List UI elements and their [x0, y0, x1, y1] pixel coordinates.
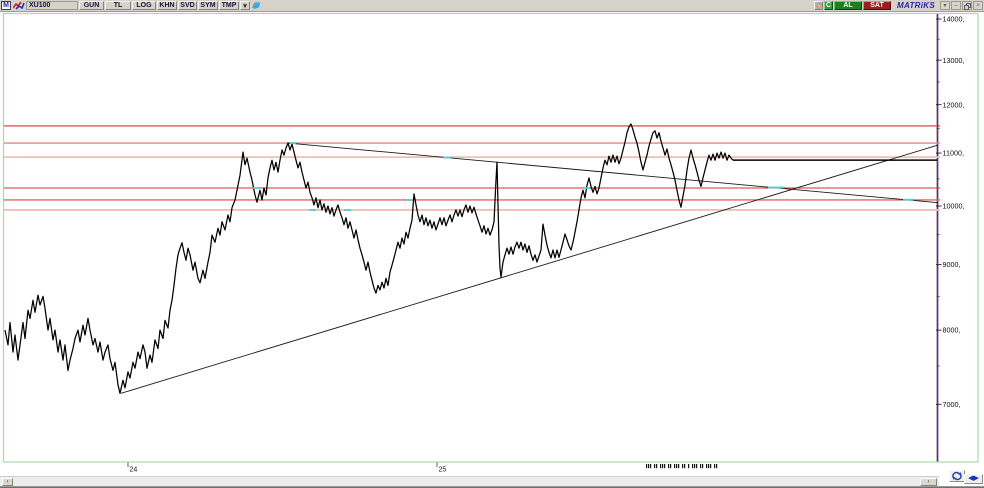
- horizontal-scrollbar[interactable]: ‹ ›: [0, 476, 939, 487]
- scroll-right-button[interactable]: ›: [920, 478, 937, 486]
- toolbar: M XU100 GUN TL LOG KHN SVD SYM TMP ▾ C A…: [0, 0, 984, 12]
- restore-button[interactable]: [962, 1, 972, 10]
- twitter-icon[interactable]: [251, 1, 263, 10]
- scroll-left-button[interactable]: ‹: [2, 478, 13, 486]
- y-tick-label: 8000,: [943, 326, 961, 335]
- close-icon: ×: [976, 2, 980, 9]
- plot-border: [2, 12, 979, 463]
- toolbar-button-gun[interactable]: GUN: [79, 1, 104, 10]
- sell-button[interactable]: SAT: [863, 1, 891, 10]
- chevron-down-icon: ▾: [243, 2, 247, 10]
- chevron-down-icon: ▾: [943, 3, 947, 9]
- y-axis: 14000, 13000, 12000, 11000, 10000, 9000, 8000,…: [936, 13, 964, 462]
- y-tick-label: 7000,: [943, 400, 961, 409]
- restore-icon: [964, 2, 971, 10]
- toolbar-button-tl[interactable]: TL: [105, 1, 131, 10]
- brand-logo: MATRiKS: [897, 1, 935, 10]
- matriks-chart-icon: [12, 1, 25, 10]
- y-tick-label: 11000,: [943, 149, 964, 158]
- price-series-line: [4, 123, 734, 394]
- horizontal-lines: [4, 125, 940, 211]
- window-menu-button[interactable]: ▾: [940, 1, 950, 10]
- lightning-button[interactable]: [814, 1, 823, 10]
- prev-next-icons: ◀▶: [968, 475, 979, 482]
- y-tick-label: 9000,: [943, 260, 961, 269]
- y-tick-label: 13000,: [943, 56, 965, 65]
- scroll-right-icon: ›: [927, 479, 930, 485]
- symbol-field[interactable]: XU100: [26, 1, 78, 10]
- toolbar-button-log[interactable]: LOG: [132, 1, 156, 10]
- price-chart[interactable]: 14000, 13000, 12000, 11000, 10000, 9000, 8000,…: [0, 12, 984, 475]
- close-button[interactable]: ×: [973, 1, 983, 10]
- toolbar-button-svd[interactable]: SVD: [178, 1, 197, 10]
- y-tick-label: 10000,: [943, 202, 965, 211]
- page-nav-button[interactable]: ◀▶: [964, 474, 983, 484]
- refresh-icon: [951, 471, 963, 481]
- cyan-marks: [253, 142, 914, 211]
- trend-lines: [120, 142, 939, 394]
- app-window-icon[interactable]: M: [1, 1, 11, 10]
- toolbar-button-tmp[interactable]: TMP: [219, 1, 239, 10]
- toolbar-dropdown-button[interactable]: ▾: [240, 1, 250, 10]
- minimize-icon: –: [954, 2, 958, 9]
- y-tick-label: 12000,: [943, 100, 965, 109]
- x-tick-label: 24: [130, 467, 138, 474]
- x-tick-label: 25: [439, 467, 447, 474]
- c-button[interactable]: C: [824, 1, 833, 10]
- plot-background: [3, 13, 978, 462]
- buy-button[interactable]: AL: [834, 1, 862, 10]
- app-icon-letter: M: [3, 2, 9, 9]
- compressed-date-labels: [646, 464, 718, 469]
- x-axis: 24 25: [127, 462, 447, 474]
- minimize-button[interactable]: –: [951, 1, 961, 10]
- scroll-left-icon: ‹: [6, 479, 9, 485]
- y-tick-label: 14000,: [943, 15, 965, 24]
- lightning-icon: [815, 1, 822, 10]
- toolbar-button-sym[interactable]: SYM: [198, 1, 218, 10]
- symbol-label: XU100: [29, 2, 51, 9]
- refresh-button[interactable]: [949, 470, 965, 482]
- toolbar-button-khn[interactable]: KHN: [157, 1, 177, 10]
